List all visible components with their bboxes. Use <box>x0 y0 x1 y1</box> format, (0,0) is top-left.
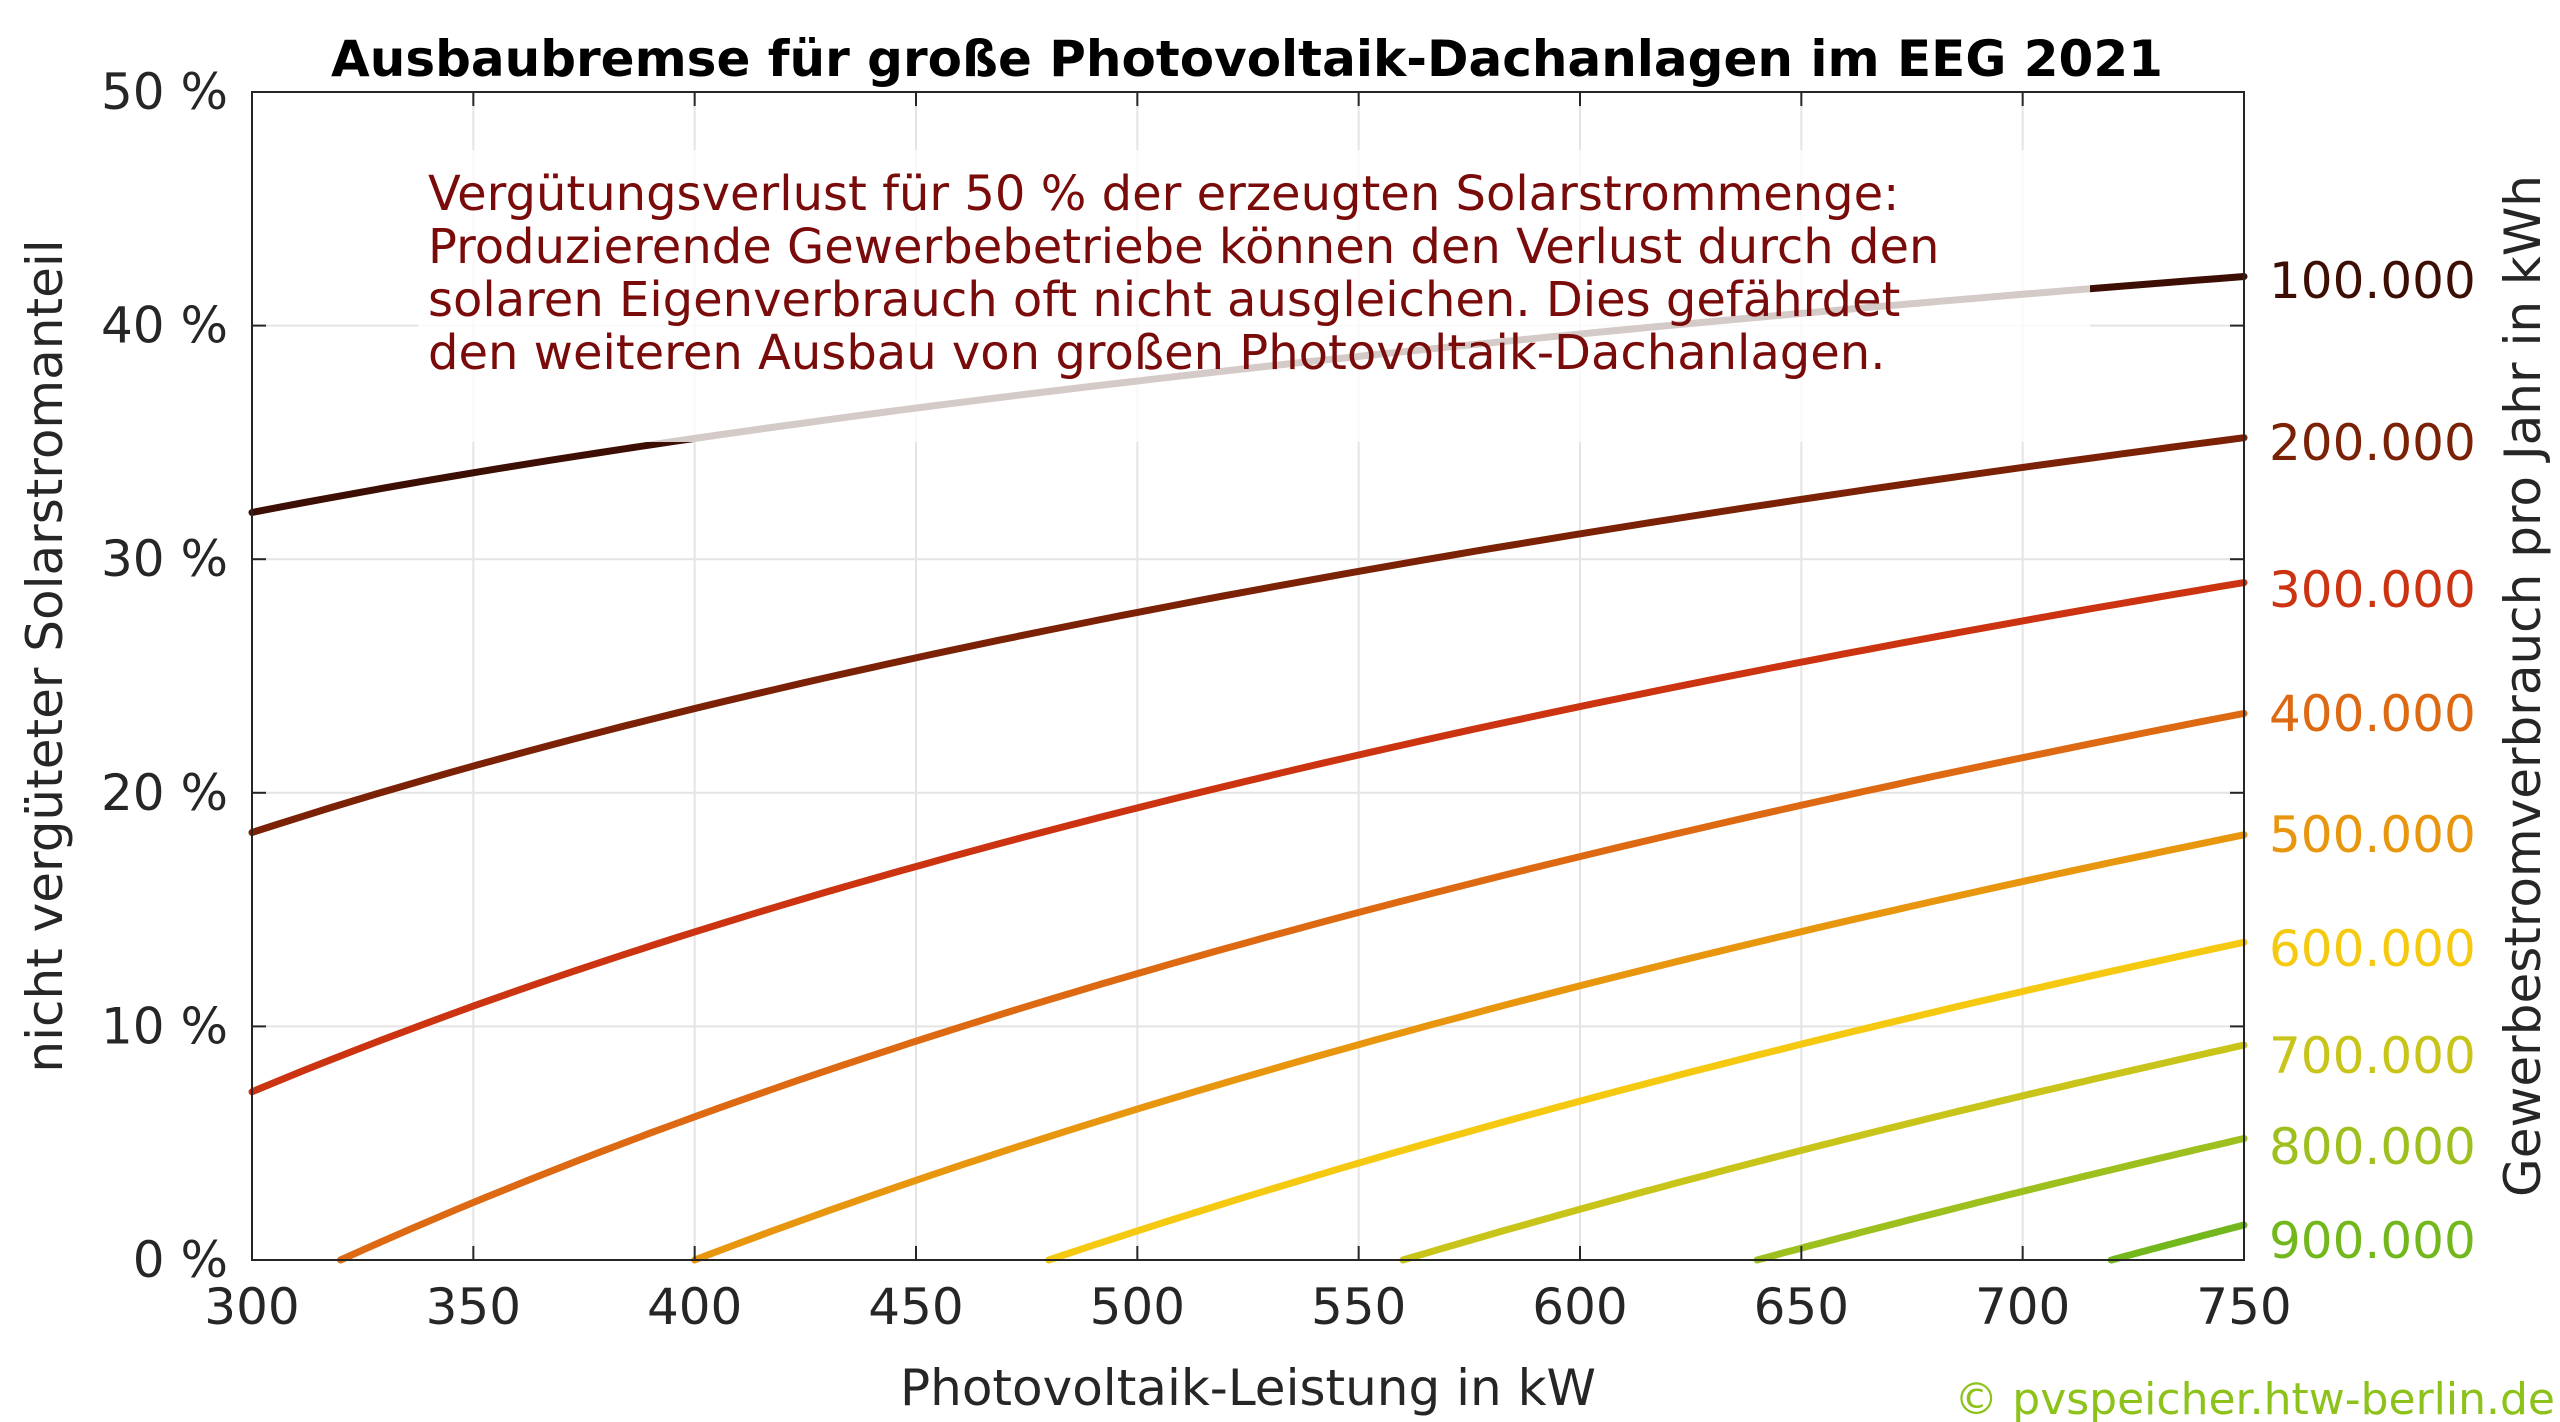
series-label: 200.000 <box>2269 414 2476 472</box>
series-label: 500.000 <box>2269 806 2476 864</box>
series-line <box>248 579 2248 1096</box>
series-label: 700.000 <box>2269 1027 2476 1085</box>
series-label: 800.000 <box>2269 1118 2476 1176</box>
series-lines <box>248 273 2248 1264</box>
x-tick-label: 350 <box>426 1278 521 1336</box>
y2-axis-label: Gewerbestromverbrauch pro Jahr in kWh <box>2494 175 2552 1197</box>
credit-text: © pvspeicher.htw-berlin.de <box>1954 1374 2555 1422</box>
series-label: 300.000 <box>2269 561 2476 619</box>
series-label: 400.000 <box>2269 685 2476 743</box>
annotation-line: solaren Eigenverbrauch oft nicht ausglei… <box>428 272 1900 328</box>
series-line <box>691 831 2248 1264</box>
x-tick-label: 300 <box>204 1278 299 1336</box>
series-line <box>248 434 2248 836</box>
x-tick-label: 700 <box>1975 1278 2070 1336</box>
y-axis-label: nicht vergüteter Solarstromanteil <box>16 239 74 1072</box>
y-tick-label: 10 % <box>101 997 228 1055</box>
annotation-line: den weiteren Ausbau von großen Photovolt… <box>428 325 1885 381</box>
plot-frame <box>251 91 2245 1261</box>
y-tick-label: 40 % <box>101 297 228 355</box>
series-line <box>1753 1135 2248 1264</box>
x-tick-label: 600 <box>1532 1278 1627 1336</box>
series-line <box>337 709 2248 1264</box>
series-line <box>2107 1221 2248 1264</box>
annotation-box: Vergütungsverlust für 50 % der erzeugten… <box>418 150 2090 442</box>
x-tick-label: 450 <box>868 1278 963 1336</box>
x-tick-label: 650 <box>1754 1278 1849 1336</box>
series-line <box>1399 1041 2248 1264</box>
y-tick-label: 50 % <box>101 63 228 121</box>
y-tick-label: 0 % <box>133 1231 228 1289</box>
y-tick-label: 30 % <box>101 530 228 588</box>
y-tick-label: 20 % <box>101 764 228 822</box>
x-tick-label: 750 <box>2196 1278 2291 1336</box>
x-axis-ticks: 300 350 400 450 500 550 600 650 700 750 <box>204 92 2292 1336</box>
annotation-background <box>418 150 2090 442</box>
x-tick-label: 550 <box>1311 1278 1406 1336</box>
annotation-line: Vergütungsverlust für 50 % der erzeugten… <box>428 166 1899 222</box>
chart-title: Ausbaubremse für große Photovoltaik-Dach… <box>331 30 2163 88</box>
annotation-line: Produzierende Gewerbebetriebe können den… <box>428 219 1939 275</box>
y-axis-ticks: 0 % 10 % 20 % 30 % 40 % 50 % <box>101 63 2244 1289</box>
x-axis-label: Photovoltaik-Leistung in kW <box>900 1359 1596 1417</box>
series-line <box>1045 938 2248 1264</box>
x-tick-label: 500 <box>1090 1278 1185 1336</box>
x-tick-label: 400 <box>647 1278 742 1336</box>
series-label: 900.000 <box>2269 1212 2476 1270</box>
series-label: 100.000 <box>2269 252 2476 310</box>
series-label: 600.000 <box>2269 920 2476 978</box>
series-labels: 100.000 200.000 300.000 400.000 500.000 600.0… <box>2269 252 2476 1270</box>
